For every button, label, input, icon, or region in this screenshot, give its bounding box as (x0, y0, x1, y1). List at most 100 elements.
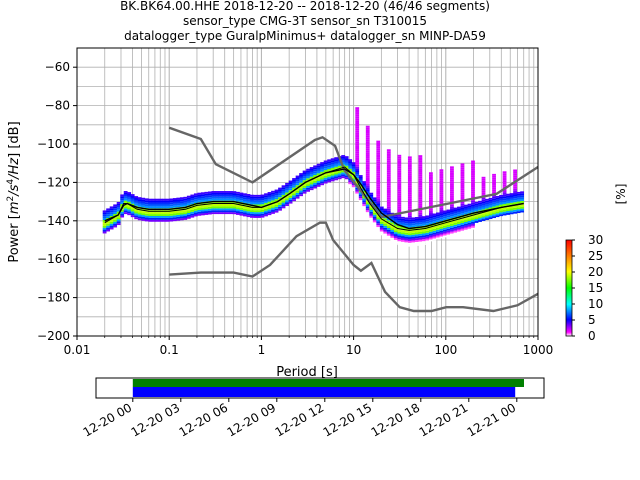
density-cell (341, 174, 346, 177)
density-cell (253, 196, 258, 199)
density-cell (471, 189, 475, 192)
density-cell (116, 211, 121, 214)
density-cell (285, 192, 289, 195)
density-cell (137, 199, 142, 202)
density-cell (481, 182, 486, 185)
density-cell (386, 231, 391, 234)
density-cell (362, 204, 367, 207)
density-cell (471, 225, 475, 228)
density-cell (488, 217, 493, 220)
density-cell (172, 213, 177, 216)
density-cell (376, 171, 381, 174)
density-cell (250, 200, 254, 203)
density-cell (243, 214, 247, 217)
reference-curves (104, 126, 539, 313)
density-cell (285, 196, 289, 199)
density-cell (397, 200, 402, 203)
density-cell (407, 219, 412, 222)
density-cell (162, 202, 167, 205)
density-cell (421, 223, 426, 226)
density-cell (488, 215, 493, 218)
density-cell (320, 162, 325, 165)
density-cell (232, 206, 237, 209)
density-cell (365, 150, 370, 153)
density-cell (137, 204, 142, 207)
density-cell (520, 200, 525, 203)
density-cell (355, 134, 360, 136)
density-cell (460, 174, 465, 177)
density-cell (428, 176, 433, 178)
density-cell (393, 218, 398, 221)
density-cell (207, 212, 212, 215)
density-cell (474, 207, 479, 210)
density-cell (453, 215, 458, 218)
density-cell (397, 202, 402, 205)
density-cell (130, 211, 135, 214)
density-cell (386, 203, 391, 205)
density-cell (376, 196, 381, 199)
density-cell (162, 216, 167, 218)
density-cell (425, 240, 430, 243)
density-cell (285, 186, 289, 189)
density-cell (418, 160, 423, 163)
density-cell (439, 182, 444, 185)
density-cell (141, 213, 146, 216)
density-cell (443, 214, 447, 217)
density-cell (502, 175, 507, 178)
density-cell (221, 206, 226, 209)
density-cell (211, 196, 216, 199)
density-cell (450, 193, 454, 196)
density-cell (229, 208, 233, 211)
density-cell (365, 162, 370, 165)
density-cell (141, 199, 146, 202)
density-cell (144, 213, 149, 216)
density-cell (407, 177, 412, 180)
density-cell (327, 168, 332, 171)
density-cell (113, 212, 118, 215)
density-cell (257, 210, 261, 213)
density-cell (264, 193, 268, 196)
density-cell (211, 206, 216, 209)
density-cell (407, 175, 412, 178)
density-cell (214, 198, 219, 201)
density-cell (295, 189, 300, 191)
density-cell (123, 192, 128, 195)
density-cell (460, 167, 465, 170)
density-cell (481, 178, 486, 181)
density-cell (264, 214, 268, 217)
density-cell (264, 212, 268, 215)
density-cell (450, 233, 454, 236)
density-cell (299, 186, 303, 189)
density-cell (418, 174, 423, 177)
x-tick-label: 10 (346, 343, 361, 357)
density-cell (355, 170, 360, 173)
density-cell (271, 204, 275, 207)
high-noise-model-line (168, 126, 539, 219)
density-cell (386, 187, 391, 190)
density-cell (418, 233, 423, 236)
density-cell (393, 220, 398, 223)
density-cell (236, 211, 240, 214)
density-cell (207, 206, 212, 209)
density-cell (257, 212, 261, 215)
density-cell (362, 196, 367, 199)
density-cell (267, 192, 272, 194)
density-cell (520, 210, 525, 213)
density-cell (169, 215, 174, 218)
density-cell (421, 233, 426, 236)
density-cell (176, 197, 181, 200)
density-cell (165, 206, 170, 209)
density-cell (397, 156, 402, 159)
density-cell (295, 183, 300, 186)
density-cell (383, 222, 388, 224)
density-cell (488, 213, 493, 216)
density-cell (407, 237, 412, 239)
density-cell (467, 226, 472, 229)
density-cell (365, 164, 370, 167)
density-cell (358, 201, 363, 204)
density-cell (404, 223, 409, 226)
density-cell (474, 219, 479, 221)
density-cell (464, 204, 468, 207)
density-cell (464, 208, 468, 211)
density-cell (439, 224, 444, 227)
